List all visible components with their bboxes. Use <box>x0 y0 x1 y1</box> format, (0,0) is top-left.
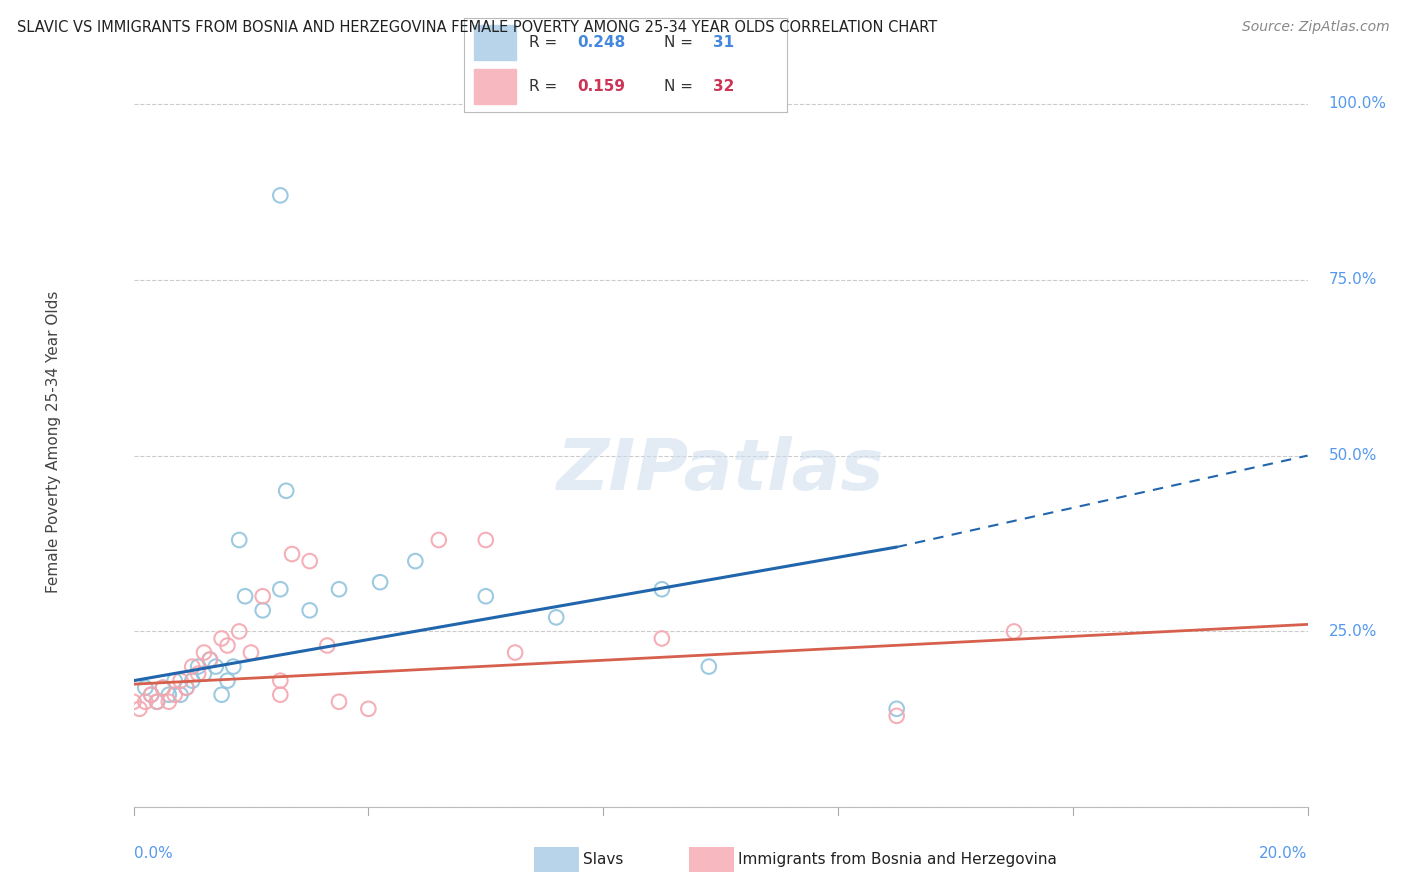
Point <box>163 688 186 702</box>
Point <box>198 652 221 666</box>
Text: ZIPatlas: ZIPatlas <box>557 436 884 505</box>
Point <box>152 681 174 695</box>
Text: R =: R = <box>529 79 562 95</box>
Point <box>128 702 150 716</box>
Text: R =: R = <box>529 35 562 50</box>
Point <box>239 646 263 660</box>
Point <box>427 533 450 547</box>
Text: 100.0%: 100.0% <box>1329 96 1386 112</box>
Point <box>269 188 291 202</box>
Point <box>474 533 498 547</box>
Text: Immigrants from Bosnia and Herzegovina: Immigrants from Bosnia and Herzegovina <box>738 853 1057 867</box>
Text: 75.0%: 75.0% <box>1329 272 1376 287</box>
Point <box>328 695 350 709</box>
Point <box>152 681 174 695</box>
Text: Slavs: Slavs <box>583 853 624 867</box>
Text: 25.0%: 25.0% <box>1329 624 1376 639</box>
Point <box>141 688 163 702</box>
Point <box>252 603 274 617</box>
Point <box>193 646 215 660</box>
Point <box>252 589 274 603</box>
Point <box>697 659 720 673</box>
Point <box>169 673 191 688</box>
Point <box>187 666 209 681</box>
Point <box>503 646 526 660</box>
FancyBboxPatch shape <box>474 70 516 104</box>
Point <box>169 688 191 702</box>
Point <box>146 695 169 709</box>
Point <box>474 589 498 603</box>
Point <box>298 554 321 568</box>
Point <box>157 695 180 709</box>
Point <box>368 575 391 590</box>
Point <box>217 639 239 653</box>
Text: Source: ZipAtlas.com: Source: ZipAtlas.com <box>1241 20 1389 34</box>
Text: Female Poverty Among 25-34 Year Olds: Female Poverty Among 25-34 Year Olds <box>46 291 62 592</box>
Text: 0.248: 0.248 <box>578 35 626 50</box>
Point <box>328 582 350 597</box>
Text: 32: 32 <box>713 79 734 95</box>
Text: SLAVIC VS IMMIGRANTS FROM BOSNIA AND HERZEGOVINA FEMALE POVERTY AMONG 25-34 YEAR: SLAVIC VS IMMIGRANTS FROM BOSNIA AND HER… <box>17 20 938 35</box>
Point <box>204 659 226 673</box>
Point <box>298 603 321 617</box>
Text: 20.0%: 20.0% <box>1260 846 1308 861</box>
Point <box>198 652 221 666</box>
Point <box>886 702 908 716</box>
Text: 0.0%: 0.0% <box>134 846 173 861</box>
Text: 31: 31 <box>713 35 734 50</box>
Point <box>211 632 233 646</box>
Point <box>269 673 291 688</box>
Point <box>176 681 198 695</box>
Point <box>193 666 215 681</box>
Point <box>157 688 180 702</box>
Text: 0.159: 0.159 <box>578 79 626 95</box>
Point <box>134 681 156 695</box>
Point <box>176 681 198 695</box>
Point <box>146 695 169 709</box>
Point <box>181 659 204 673</box>
Point <box>163 673 186 688</box>
Point <box>357 702 380 716</box>
Point <box>141 688 163 702</box>
Point <box>187 659 209 673</box>
Point <box>269 582 291 597</box>
Point <box>316 639 339 653</box>
Point <box>1002 624 1025 639</box>
Point <box>276 483 298 498</box>
Point <box>651 632 673 646</box>
Point <box>886 708 908 723</box>
Point <box>228 624 250 639</box>
Point <box>134 695 156 709</box>
Point <box>228 533 250 547</box>
Point <box>222 659 245 673</box>
Point <box>281 547 304 561</box>
Point <box>122 695 145 709</box>
Point <box>269 688 291 702</box>
Point <box>651 582 673 597</box>
Point <box>217 673 239 688</box>
Text: N =: N = <box>665 35 699 50</box>
Point <box>404 554 426 568</box>
Point <box>546 610 568 624</box>
Text: N =: N = <box>665 79 699 95</box>
FancyBboxPatch shape <box>474 25 516 60</box>
Point <box>233 589 256 603</box>
Point <box>211 688 233 702</box>
Text: 50.0%: 50.0% <box>1329 448 1376 463</box>
Point <box>181 673 204 688</box>
